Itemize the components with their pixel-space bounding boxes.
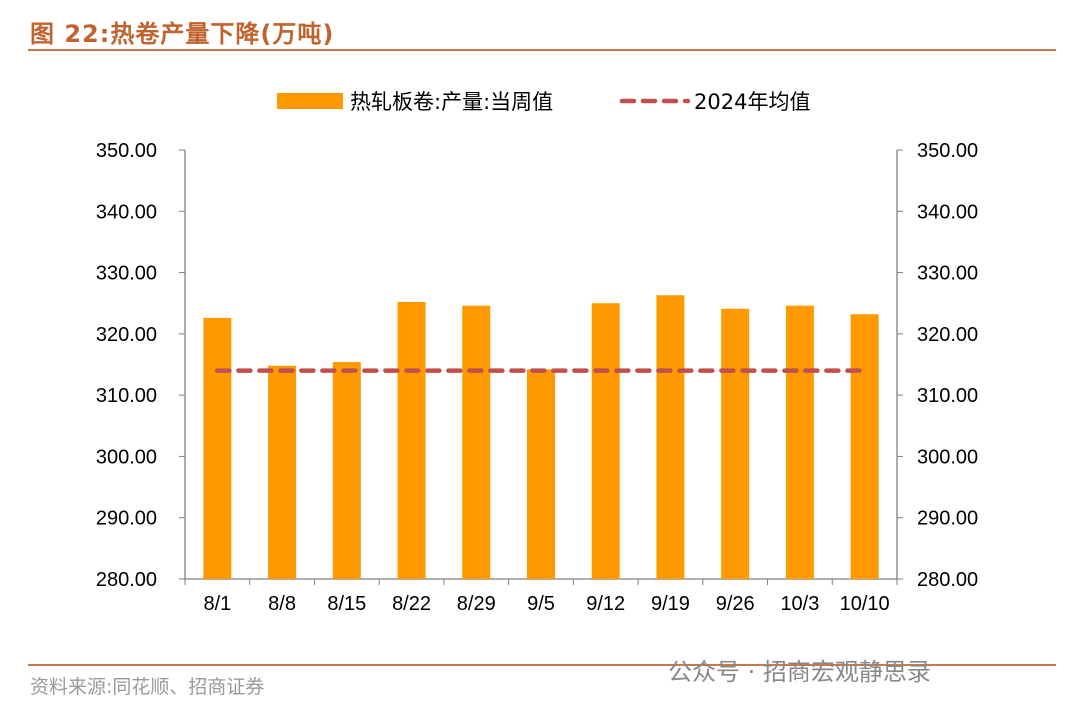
left-tick-label: 330.00 — [96, 263, 157, 285]
right-tick-label: 280.00 — [917, 569, 978, 591]
footer-divider — [28, 664, 1056, 666]
x-tick-label: 10/10 — [840, 593, 890, 615]
bar-9-19 — [656, 295, 685, 579]
left-tick-label: 300.00 — [96, 446, 157, 468]
bar-8-15 — [332, 362, 361, 579]
right-tick-label: 330.00 — [917, 263, 978, 285]
right-tick-label: 350.00 — [917, 140, 978, 162]
x-tick-label: 8/1 — [203, 593, 231, 615]
legend-bar-swatch — [277, 93, 343, 109]
x-tick-label: 10/3 — [780, 593, 819, 615]
bar-9-26 — [721, 308, 750, 579]
left-tick-label: 310.00 — [96, 385, 157, 407]
left-tick-label: 280.00 — [96, 569, 157, 591]
legend-bar-label: 热轧板卷:产量:当周值 — [350, 90, 553, 114]
right-tick-label: 310.00 — [917, 385, 978, 407]
bar-9-12 — [591, 303, 620, 579]
x-tick-label: 9/12 — [586, 593, 625, 615]
x-tick-label: 8/29 — [457, 593, 496, 615]
bar-8-22 — [397, 301, 426, 579]
source-note: 资料来源:同花顺、招商证券 — [30, 676, 265, 698]
watermark: 公众号 · 招商宏观静思录 — [668, 658, 931, 686]
bar-8-1 — [203, 317, 232, 579]
left-tick-label: 350.00 — [96, 140, 157, 162]
left-tick-label: 340.00 — [96, 201, 157, 223]
bar-9-5 — [527, 369, 555, 579]
left-tick-label: 320.00 — [96, 324, 157, 346]
bar-10-3 — [785, 305, 814, 579]
right-tick-label: 340.00 — [917, 201, 978, 223]
x-tick-label: 9/19 — [651, 593, 690, 615]
x-tick-label: 8/15 — [327, 593, 366, 615]
x-tick-label: 8/22 — [392, 593, 431, 615]
legend-avg-label: 2024年均值 — [694, 90, 810, 114]
bar-10-10 — [850, 314, 879, 579]
bar-8-8 — [268, 365, 297, 579]
right-tick-label: 300.00 — [917, 446, 978, 468]
right-tick-label: 290.00 — [917, 508, 978, 530]
x-tick-label: 9/26 — [716, 593, 755, 615]
x-tick-label: 9/5 — [527, 593, 555, 615]
bar-8-29 — [462, 305, 491, 579]
x-tick-label: 8/8 — [268, 593, 296, 615]
right-tick-label: 320.00 — [917, 324, 978, 346]
figure-title: 图 22:热卷产量下降(万吨) — [30, 20, 335, 48]
title-divider — [28, 49, 1056, 51]
left-tick-label: 290.00 — [96, 508, 157, 530]
